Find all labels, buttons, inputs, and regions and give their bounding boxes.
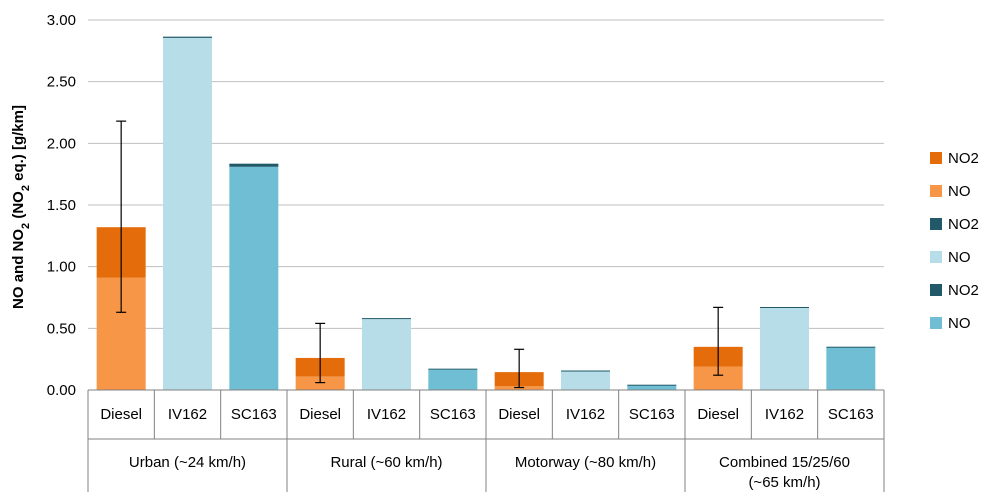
legend-swatch bbox=[930, 152, 942, 164]
category-label: IV162 bbox=[168, 406, 207, 423]
category-label: Diesel bbox=[299, 406, 341, 423]
category-label: SC163 bbox=[629, 406, 675, 423]
bar-segment-no2 bbox=[428, 368, 478, 370]
group-label: Urban (~24 km/h) bbox=[129, 454, 246, 471]
category-label: IV162 bbox=[566, 406, 605, 423]
y-tick-label: 1.00 bbox=[47, 259, 76, 276]
category-label: IV162 bbox=[765, 406, 804, 423]
bar-segment-no2 bbox=[362, 318, 411, 320]
bar-segment-no bbox=[627, 385, 677, 390]
y-tick-label: 2.00 bbox=[47, 135, 76, 152]
bar-segment-no bbox=[561, 371, 610, 390]
group-label: Motorway (~80 km/h) bbox=[515, 454, 656, 471]
bar-segment-no bbox=[428, 369, 478, 390]
error-bars bbox=[116, 120, 724, 389]
category-label: IV162 bbox=[367, 406, 406, 423]
legend-swatch bbox=[930, 251, 942, 263]
bar-segment-no bbox=[163, 37, 212, 391]
legend-label: NO2 bbox=[948, 150, 979, 167]
legend: NO2 NO NO2 NO NO2 NO bbox=[930, 150, 979, 332]
bar-segment-no bbox=[295, 376, 345, 390]
category-label: SC163 bbox=[231, 406, 277, 423]
bar-segment-no bbox=[760, 307, 809, 390]
legend-label: NO bbox=[948, 315, 971, 332]
gridlines bbox=[88, 19, 884, 391]
category-label: Diesel bbox=[697, 406, 739, 423]
bar-segment-no bbox=[693, 366, 743, 390]
category-label: Diesel bbox=[100, 406, 142, 423]
y-tick-label: 1.50 bbox=[47, 197, 76, 214]
bar-segment-no2 bbox=[229, 163, 279, 167]
bar-segment-no bbox=[362, 319, 411, 390]
category-label: SC163 bbox=[828, 406, 874, 423]
y-tick-label: 3.00 bbox=[47, 12, 76, 29]
y-axis-title: NO and NO2 (NO2 eq.) [g/km] bbox=[10, 105, 32, 309]
category-label: SC163 bbox=[430, 406, 476, 423]
y-tick-label: 0.00 bbox=[47, 382, 76, 399]
legend-swatch bbox=[930, 185, 942, 197]
bar-segment-no2 bbox=[163, 36, 212, 38]
bar-segment-no2 bbox=[826, 346, 876, 348]
bar-segment-no bbox=[826, 347, 876, 390]
legend-label: NO2 bbox=[948, 216, 979, 233]
bar-segment-no2 bbox=[760, 306, 809, 308]
bar-segment-no bbox=[494, 386, 544, 390]
group-label: Combined 15/25/60 bbox=[719, 454, 850, 471]
bar-segment-no2 bbox=[561, 370, 610, 372]
legend-label: NO2 bbox=[948, 282, 979, 299]
group-label: (~65 km/h) bbox=[748, 474, 820, 491]
x-axis: Diesel IV162 SC163 Urban (~24 km/h) Diesel IV… bbox=[87, 389, 885, 492]
legend-label: NO bbox=[948, 183, 971, 200]
bar-segment-no2 bbox=[627, 384, 677, 386]
y-tick-label: 2.50 bbox=[47, 74, 76, 91]
bar-segment-no bbox=[229, 166, 279, 390]
category-label: Diesel bbox=[498, 406, 540, 423]
legend-label: NO bbox=[948, 249, 971, 266]
bars bbox=[96, 36, 876, 391]
legend-swatch bbox=[930, 317, 942, 329]
group-label: Rural (~60 km/h) bbox=[330, 454, 442, 471]
y-tick-label: 0.50 bbox=[47, 320, 76, 337]
legend-swatch bbox=[930, 218, 942, 230]
y-axis-ticks: 0.00 0.50 1.00 1.50 2.00 2.50 3.00 bbox=[47, 12, 76, 399]
legend-swatch bbox=[930, 284, 942, 296]
